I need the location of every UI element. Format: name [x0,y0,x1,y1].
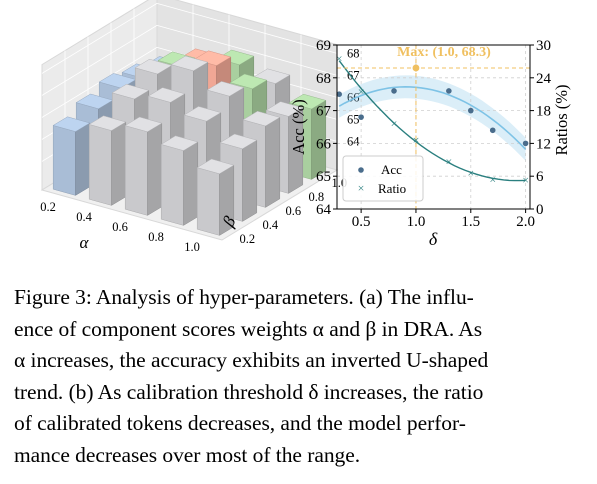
alpha-tick-label: 0.6 [112,220,128,234]
bar-a0.2-b0.2 [52,116,91,196]
beta-tick-label: 0.4 [263,218,279,232]
panel-b-scatter-chart: × × × × × × × × 0.5 1.0 1.5 2.0 64 65 66 67 68 69 0 6 12 18 2… [289,38,571,249]
ratio-tick-label: 18 [536,104,551,120]
acc-point [358,114,364,120]
delta-tick-label: 1.0 [407,214,426,230]
z-tick-label: 67 [347,68,360,82]
acc-point [467,107,474,114]
bar-a1-b0.2 [196,158,235,236]
caption-line-1: Figure 3: Analysis of hyper-parameters. … [14,285,474,309]
acc-max-point [412,64,420,72]
acc-tick-label: 66 [316,136,332,152]
legend-ratio-label: Ratio [378,181,406,196]
ratios-axis-label: Ratios (%) [552,84,571,155]
caption-line-2: ence of component scores weights α and β… [14,316,483,341]
beta-tick-label: 0.8 [309,190,325,204]
caption-line-5: of calibrated tokens decreases, and the … [14,411,466,435]
bar-a0.8-b0.2 [160,135,199,226]
acc-tick-label: 64 [316,202,332,218]
ratio-point: × [391,117,398,131]
figure: 0.2 0.4 0.6 0.8 1.0 0.2 0.4 0.6 0.8 1.0 64 65 66 67 68… [40,0,571,254]
legend: Acc × Ratio [342,155,424,202]
alpha-tick-label: 0.4 [76,210,92,224]
delta-tick-label: 2.0 [516,214,535,230]
delta-axis-label: δ [429,229,438,249]
caption-line-3: α increases, the accuracy exhibits an in… [14,348,489,372]
caption-line-6: mance decreases over most of the range. [14,442,361,467]
delta-tick-label: 0.5 [352,214,371,230]
beta-tick-label: 0.2 [240,232,256,246]
legend-ratio-marker: × [358,181,365,195]
ratio-tick-label: 24 [536,71,552,87]
ratio-point: × [467,166,474,180]
max-annotation-label: Max: (1.0, 68.3) [397,45,491,60]
legend-acc-marker [358,167,364,173]
acc-tick-label: 69 [316,38,331,54]
ratio-point: × [522,173,529,187]
acc-tick-label: 65 [316,169,331,185]
ratio-point: × [489,172,496,186]
beta-tick-label: 0.6 [286,204,302,218]
ratio-tick-label: 0 [536,202,544,218]
acc-point [522,140,529,147]
acc-point [446,88,452,94]
acc-point [336,91,342,97]
ratio-tick-label: 30 [536,38,551,54]
bar-a0.4-b0.2 [88,115,127,206]
ratio-point: × [336,52,343,66]
acc-axis-label: Acc (%) [289,99,308,154]
bar-a0.6-b0.2 [124,116,163,216]
alpha-tick-label: 1.0 [184,240,200,254]
z-tick-label: 64 [347,134,360,148]
figure-caption: Figure 3: Analysis of hyper-parameters. … [14,282,586,471]
z-tick-label: 68 [347,46,360,60]
acc-tick-label: 67 [316,104,332,120]
acc-tick-label: 68 [316,71,331,87]
acc-point [391,88,397,94]
z-tick-label: 65 [347,112,360,126]
plot-frame [336,44,531,210]
acc-point [489,127,496,134]
ratio-tick-label: 12 [536,136,551,152]
legend-acc-label: Acc [381,162,402,177]
alpha-tick-label: 0.8 [148,230,164,244]
caption-line-4: trend. (b) As calibration threshold δ in… [14,379,484,404]
alpha-axis-label: α [80,233,90,252]
ratio-point: × [358,84,365,98]
ratio-point: × [413,133,420,147]
alpha-tick-label: 0.2 [40,200,56,214]
ratio-tick-label: 6 [536,169,544,185]
ratio-point: × [445,154,452,168]
delta-tick-label: 1.5 [461,214,480,230]
panel-a-3d-bar-chart: 0.20.40.60.81.00.20.40.60.81.06465666768… [40,0,360,254]
